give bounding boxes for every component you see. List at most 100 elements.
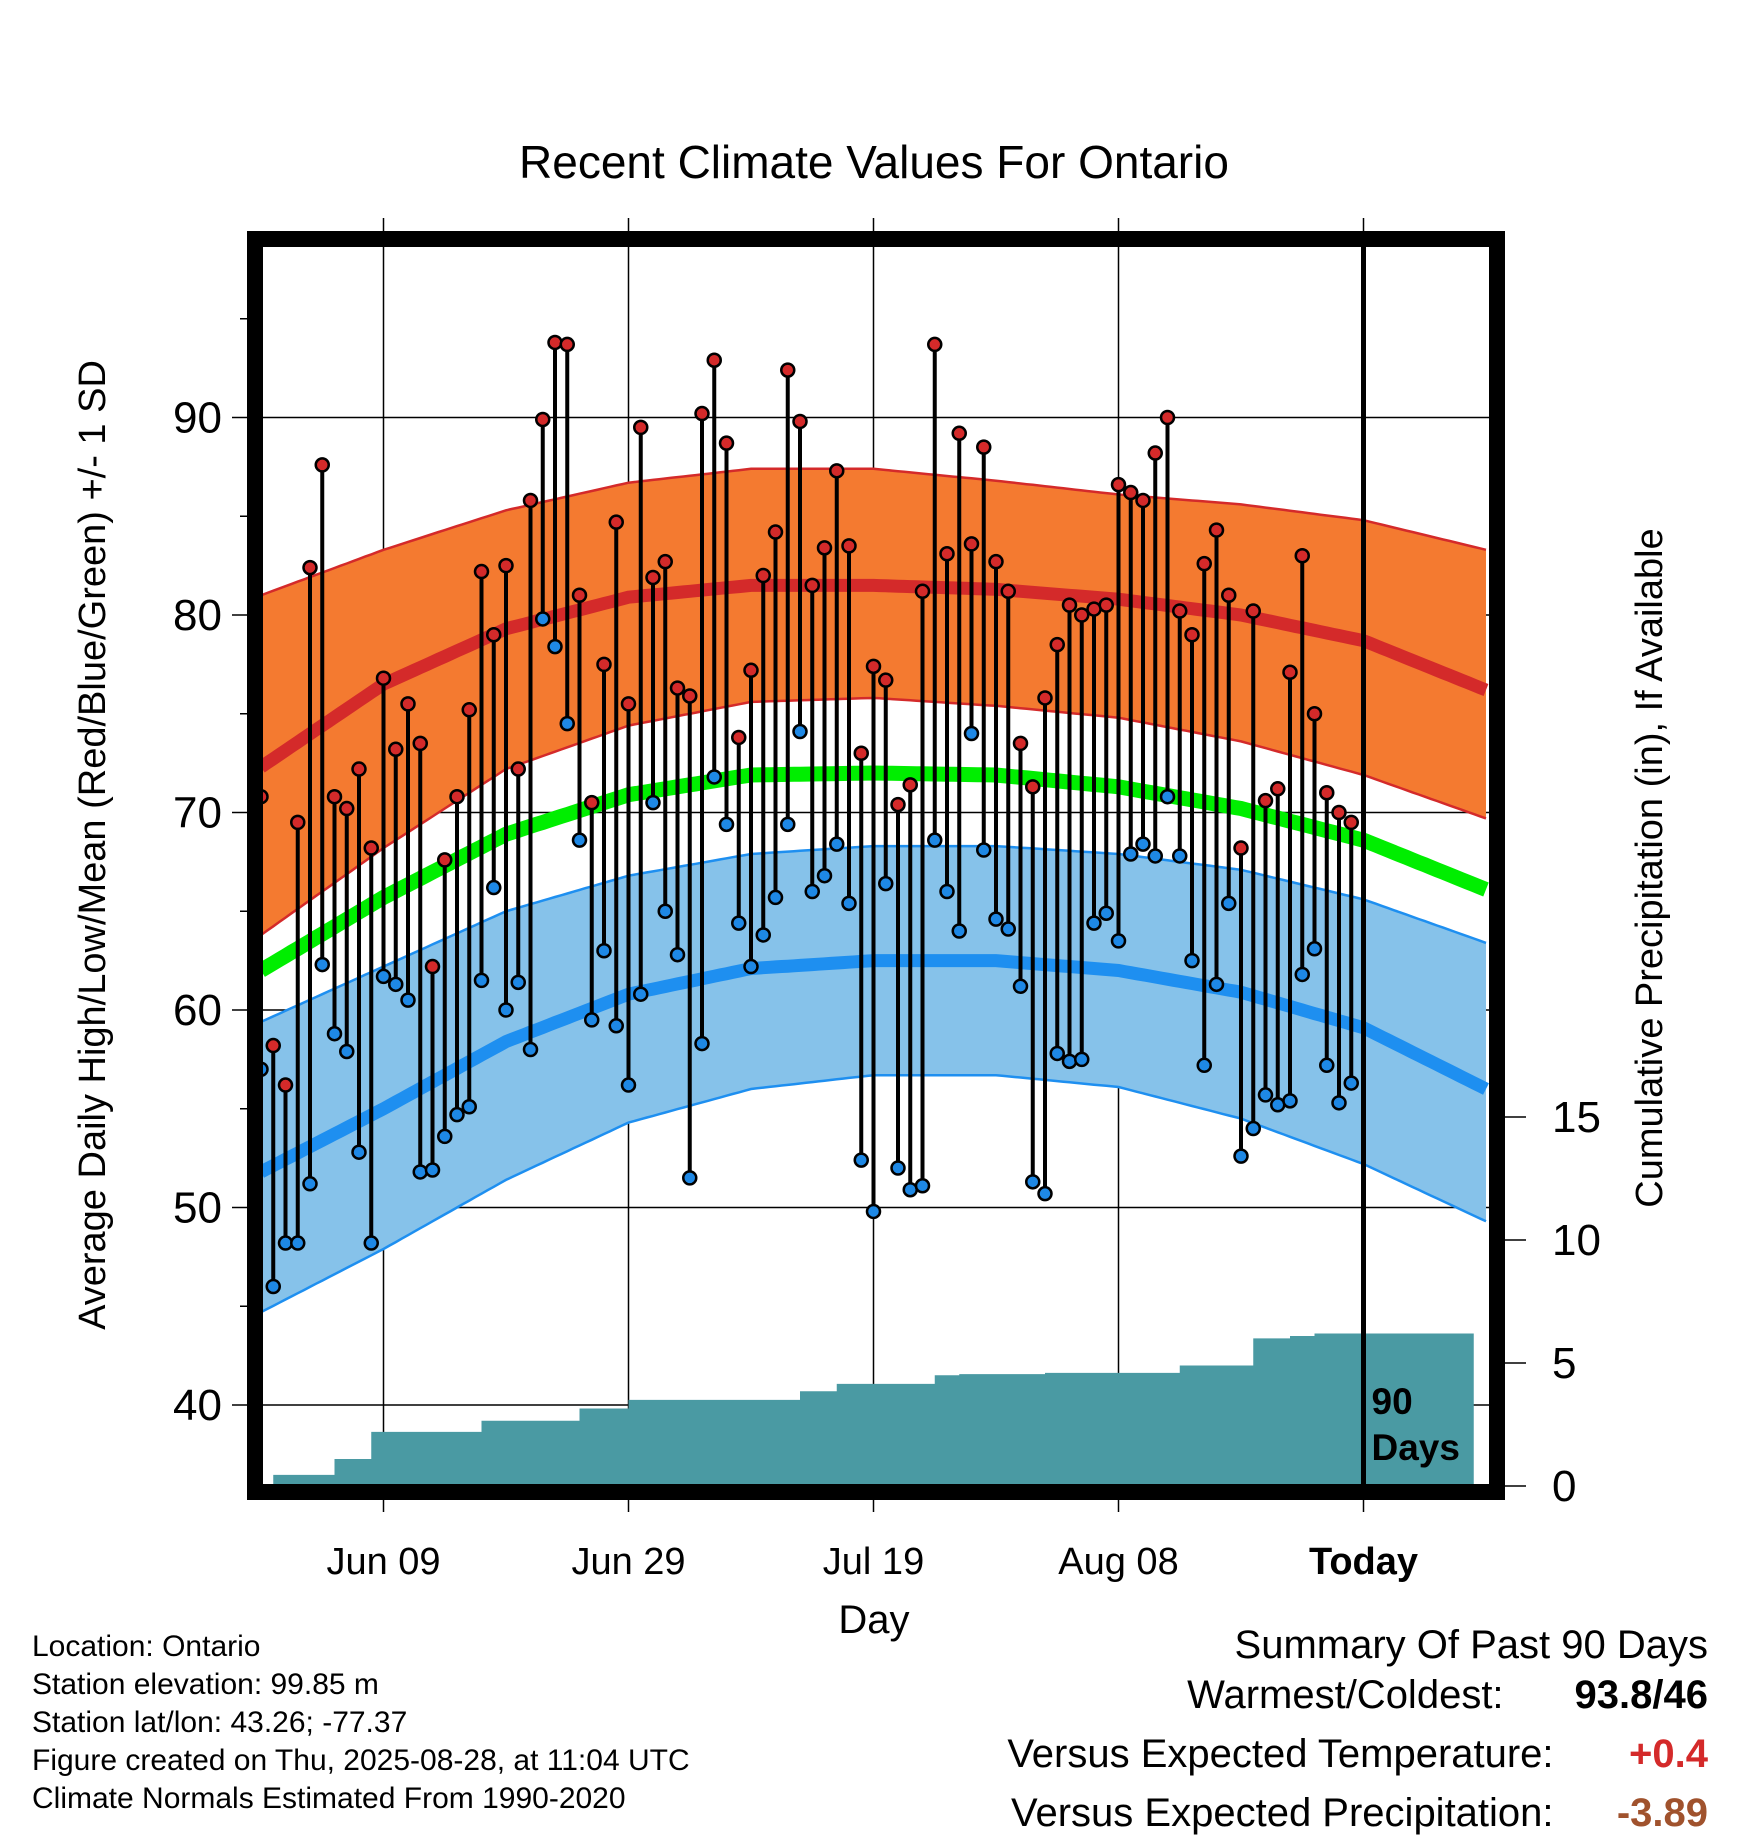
daily-low-point (657, 903, 673, 919)
daily-low-point (326, 1025, 343, 1042)
daily-high-point (829, 463, 845, 479)
temp-deviation-label: Versus Expected Temperature: (1007, 1732, 1554, 1776)
daily-high-point (1184, 627, 1200, 643)
daily-low-point (1257, 1087, 1274, 1103)
daily-low-point (1061, 1053, 1078, 1070)
daily-low-point (792, 723, 808, 740)
chart-title: Recent Climate Values For Ontario (519, 136, 1229, 188)
daily-high-point (939, 546, 955, 562)
daily-high-point (1208, 522, 1225, 538)
daily-high-point (1123, 484, 1139, 501)
daily-low-point (498, 1002, 514, 1018)
cumulative-precip-area (273, 1333, 1474, 1486)
daily-low-point (1147, 848, 1163, 864)
daily-high-point (927, 336, 943, 353)
daily-high-point (976, 439, 992, 455)
daily-high-point (1319, 785, 1335, 801)
daily-low-point (314, 956, 330, 973)
location-text: Location: Ontario (32, 1630, 261, 1663)
daily-low-point (1172, 848, 1188, 864)
daily-low-point (400, 992, 416, 1008)
daily-high-point (865, 658, 882, 675)
daily-high-point (1331, 804, 1347, 821)
daily-low-point (486, 879, 502, 896)
y2-tick-label: 5 (1552, 1339, 1576, 1388)
y-tick-label: 90 (173, 394, 222, 443)
daily-high-point (302, 559, 318, 576)
daily-high-point (1098, 597, 1114, 613)
daily-low-point (584, 1012, 600, 1028)
daily-low-point (853, 1152, 869, 1168)
daily-high-point (1172, 603, 1188, 619)
daily-high-point (461, 702, 477, 718)
daily-high-point (1282, 664, 1298, 681)
high-sd-band-upper-edge (261, 467, 1487, 597)
daily-high-point (1012, 735, 1029, 752)
daily-high-point (473, 563, 490, 580)
daily-low-point (522, 1041, 539, 1058)
daily-low-point (1221, 895, 1237, 912)
daily-high-point (1245, 603, 1261, 619)
daily-high-point (1061, 597, 1078, 613)
daily-high-point (326, 788, 343, 805)
daily-high-point (559, 336, 575, 353)
daily-low-point (363, 1235, 379, 1251)
daily-high-point (1233, 840, 1249, 856)
daily-low-point (449, 1106, 465, 1123)
daily-high-point (571, 587, 588, 603)
daily-low-point (547, 638, 563, 655)
daily-high-point (437, 852, 453, 868)
daily-high-point (633, 419, 649, 436)
daily-high-point (449, 788, 465, 805)
daily-high-point (486, 627, 502, 643)
daily-low-point (682, 1170, 698, 1186)
daily-low-point (988, 911, 1004, 927)
daily-high-point (498, 557, 514, 574)
today-marker-label: 90 (1372, 1381, 1413, 1422)
daily-high-point (878, 672, 894, 688)
x-tick-label: Today (1309, 1541, 1418, 1583)
precip-deviation-label: Versus Expected Precipitation: (1011, 1791, 1554, 1835)
daily-low-point (1331, 1095, 1347, 1111)
daily-low-point (571, 832, 588, 848)
summary-panel: Summary Of Past 90 Days Warmest/Coldest:… (1007, 1620, 1708, 1847)
daily-low-point (755, 927, 771, 943)
x-tick-label: Jul 19 (823, 1541, 924, 1583)
daily-low-point (1319, 1057, 1335, 1074)
daily-high-point (657, 553, 673, 570)
daily-low-point (706, 769, 722, 785)
daily-low-point (290, 1235, 306, 1251)
daily-high-point (314, 457, 330, 473)
daily-high-point (1049, 636, 1065, 653)
daily-low-point (559, 715, 575, 732)
daily-high-point (669, 680, 686, 696)
daily-high-point (277, 1077, 294, 1093)
daily-low-point (1196, 1057, 1212, 1074)
daily-low-point (437, 1128, 453, 1145)
x-tick-label: Jun 09 (326, 1541, 440, 1583)
warmest-coldest-label: Warmest/Coldest: (1187, 1673, 1504, 1717)
daily-high-point (792, 413, 808, 430)
daily-low-point (841, 895, 857, 912)
daily-high-point (388, 741, 404, 758)
daily-high-point (1343, 814, 1359, 831)
daily-low-point (767, 889, 784, 906)
daily-high-point (1159, 409, 1176, 426)
daily-high-point (1000, 583, 1016, 600)
today-marker-label: Days (1372, 1427, 1460, 1468)
daily-low-point (1098, 905, 1114, 921)
daily-low-point (1294, 966, 1310, 983)
daily-low-point (424, 1162, 441, 1178)
daily-high-point (1306, 706, 1323, 722)
daily-low-point (1049, 1045, 1065, 1062)
daily-low-point (596, 943, 612, 959)
daily-high-point (620, 696, 637, 712)
daily-low-point (816, 867, 833, 884)
daily-low-point (865, 1203, 882, 1220)
daily-high-point (706, 352, 722, 368)
daily-low-point (302, 1176, 318, 1192)
daily-low-point (890, 1160, 906, 1176)
daily-high-point (535, 411, 551, 428)
daily-low-point (718, 816, 735, 833)
